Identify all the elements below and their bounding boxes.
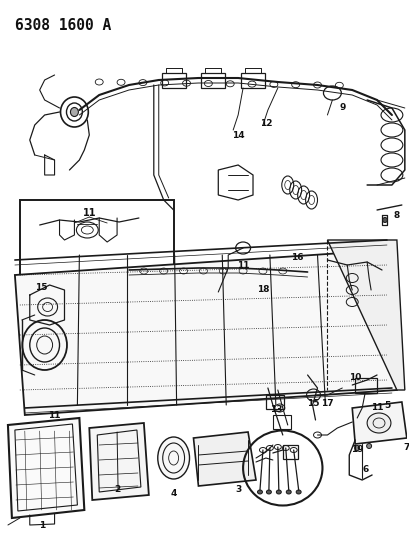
Text: 5: 5 bbox=[383, 400, 389, 409]
Ellipse shape bbox=[276, 490, 281, 494]
Polygon shape bbox=[327, 240, 404, 390]
Bar bbox=[282, 445, 297, 459]
Text: 8: 8 bbox=[393, 211, 399, 220]
Text: 6: 6 bbox=[361, 465, 367, 474]
Text: 11: 11 bbox=[48, 410, 61, 419]
Polygon shape bbox=[351, 402, 406, 444]
Bar bbox=[240, 73, 264, 88]
Bar bbox=[265, 395, 283, 409]
Bar bbox=[20, 200, 173, 275]
Polygon shape bbox=[193, 432, 255, 486]
Bar bbox=[272, 415, 290, 429]
Text: 11: 11 bbox=[82, 208, 96, 218]
Text: 7: 7 bbox=[402, 443, 409, 453]
Bar bbox=[354, 378, 376, 393]
Bar bbox=[161, 73, 185, 88]
Text: 15: 15 bbox=[306, 399, 319, 408]
Text: 2: 2 bbox=[114, 486, 120, 495]
Ellipse shape bbox=[366, 413, 390, 433]
Ellipse shape bbox=[382, 217, 387, 222]
Ellipse shape bbox=[366, 443, 371, 448]
Text: 9: 9 bbox=[338, 103, 345, 112]
Ellipse shape bbox=[266, 490, 271, 494]
Text: 10: 10 bbox=[348, 374, 360, 383]
Text: 3: 3 bbox=[234, 486, 240, 495]
Text: 16: 16 bbox=[291, 254, 303, 262]
Text: 4: 4 bbox=[170, 489, 176, 497]
Ellipse shape bbox=[157, 437, 189, 479]
Ellipse shape bbox=[285, 490, 290, 494]
Text: 6308 1600 A: 6308 1600 A bbox=[15, 18, 111, 33]
Text: 18: 18 bbox=[256, 286, 269, 295]
Bar bbox=[201, 73, 225, 88]
Text: 17: 17 bbox=[320, 399, 333, 408]
Text: 1: 1 bbox=[38, 521, 45, 529]
Text: 11: 11 bbox=[370, 403, 382, 413]
Text: 15: 15 bbox=[35, 284, 48, 293]
Polygon shape bbox=[89, 423, 148, 500]
Ellipse shape bbox=[70, 108, 78, 117]
Ellipse shape bbox=[257, 490, 262, 494]
Text: 13: 13 bbox=[269, 406, 281, 415]
Ellipse shape bbox=[354, 446, 359, 450]
Text: 19: 19 bbox=[350, 446, 363, 455]
Text: 14: 14 bbox=[231, 132, 244, 141]
Polygon shape bbox=[8, 418, 84, 518]
Ellipse shape bbox=[295, 490, 300, 494]
Text: 12: 12 bbox=[259, 119, 272, 128]
Text: 11: 11 bbox=[236, 262, 249, 271]
Polygon shape bbox=[15, 250, 396, 415]
